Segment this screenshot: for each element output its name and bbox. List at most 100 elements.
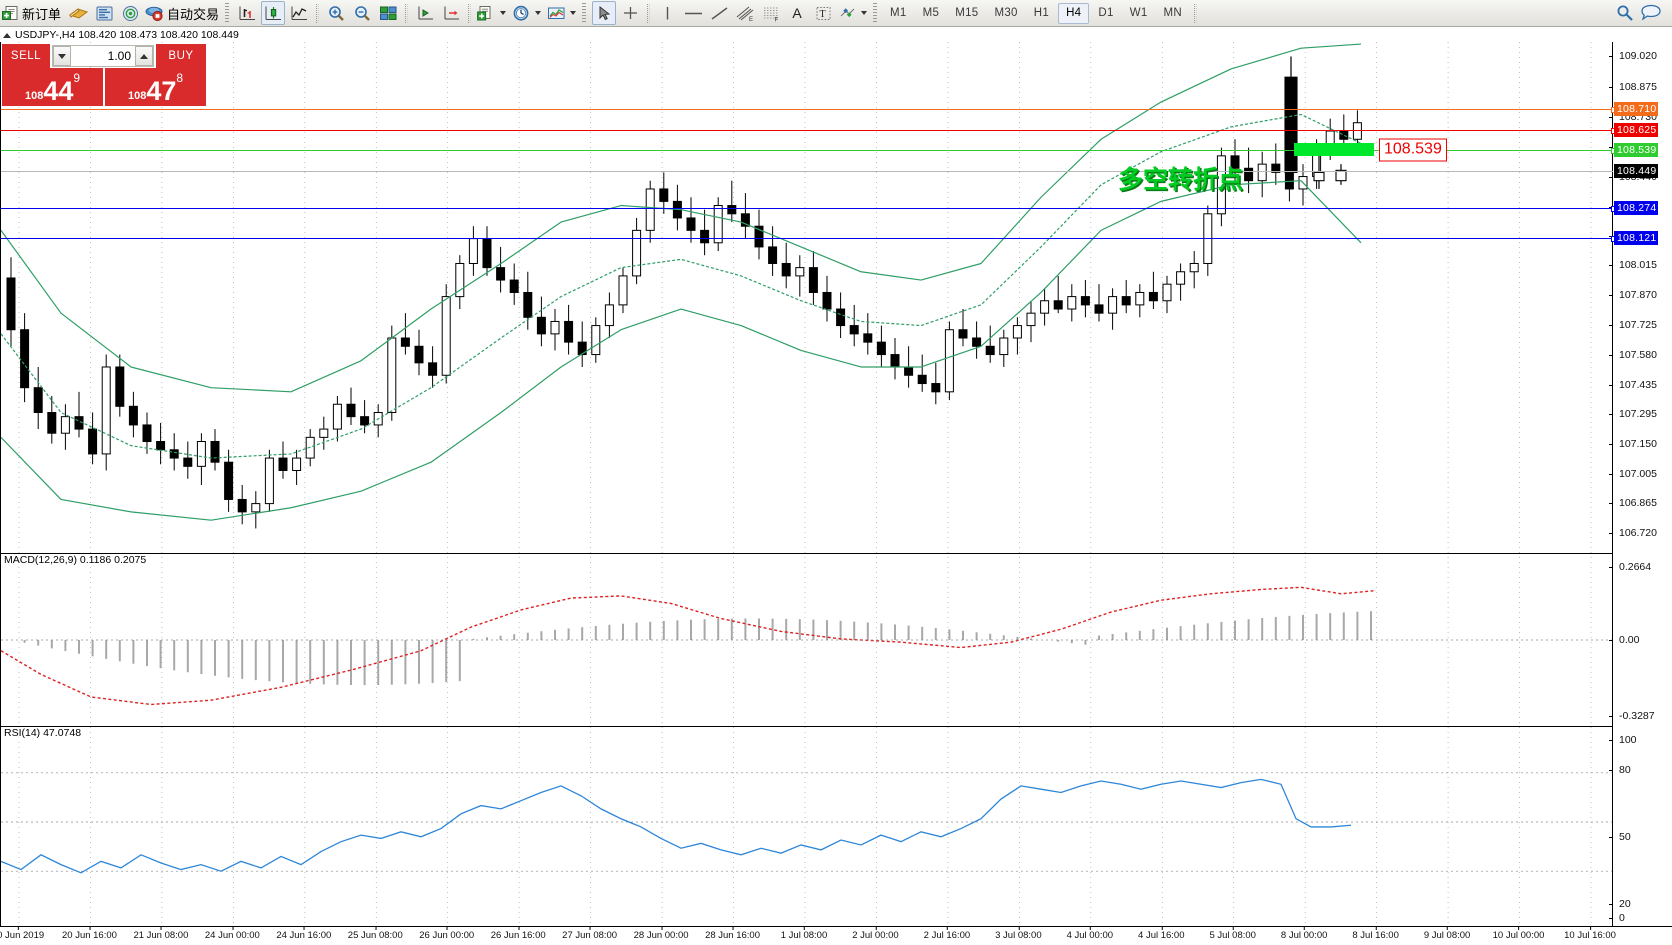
bar-chart-icon [239,6,255,20]
zoom-out-icon [354,5,370,21]
book-icon [68,7,88,19]
new-order-button[interactable]: 新订单 [1,1,64,25]
price-tick: 107.150 [1609,438,1657,450]
chart-canvas-area[interactable]: MACD(12,26,9) 0.1186 0.2075 RSI(14) 47.0… [0,42,1672,926]
timeframe-m15-button[interactable]: M15 [955,7,979,19]
crosshair-button[interactable] [618,1,642,25]
terminal-icon [96,6,113,20]
chat-button[interactable] [1640,1,1664,25]
chevron-down-icon[interactable] [861,11,868,15]
timeframe-mn-button[interactable]: MN [1163,7,1183,19]
tick-mark [1589,926,1591,930]
objects-button[interactable] [837,1,870,25]
time-tick: 20 Jun 2019 [0,926,44,941]
buy-button[interactable]: BUY [156,44,206,68]
resistance-line-108625[interactable] [1,128,1617,134]
text-label-button[interactable]: T [811,1,835,25]
resistance-line-label[interactable]: 108.625 [1614,123,1659,137]
time-tick: 10 Jul 00:00 [1493,926,1544,941]
current-price-label[interactable]: 108.449 [1614,164,1659,178]
one-click-trading-panel[interactable]: SELL 1.00 BUY 108 44 9 108 47 8 [2,44,206,106]
toolbar-grip[interactable] [225,3,230,23]
target-line-label[interactable]: 108.539 [1614,143,1659,157]
chart-shift-button[interactable] [413,1,437,25]
tick-mark [1304,926,1306,930]
indicators-button[interactable] [476,1,509,25]
tick-mark [1089,926,1091,930]
autotrade-button[interactable]: 自动交易 [144,1,222,25]
tick-mark [303,926,305,930]
help-search-button[interactable] [1614,1,1638,25]
symbol-ohlc-text: USDJPY-,H4 108.420 108.473 108.420 108.4… [15,29,239,41]
resistance-line-label[interactable]: 108.710 [1614,102,1659,116]
timeframe-m30-button[interactable]: M30 [994,7,1018,19]
tick-mark [875,926,877,930]
vertical-line-button[interactable] [655,1,679,25]
fibonacci-button[interactable]: F [759,1,783,25]
price-plot[interactable]: MACD(12,26,9) 0.1186 0.2075 RSI(14) 47.0… [0,42,1672,926]
toolbar-grip[interactable] [873,3,878,23]
equidistant-channel-button[interactable]: E [733,1,757,25]
candlestick-icon [265,6,281,20]
tick-mark [1232,926,1234,930]
volume-stepper[interactable]: 1.00 [52,45,154,67]
timeframe-d1-button[interactable]: D1 [1098,7,1114,19]
toolbar-separator [647,3,651,23]
chart-text-annotation[interactable]: 多空转折点 [1118,165,1244,194]
line-chart-button[interactable] [287,1,311,25]
templates-button[interactable] [546,1,579,25]
support-line-108274[interactable] [1,206,1617,212]
volume-decrease-button[interactable] [53,46,71,66]
timeframe-h1-button[interactable]: H1 [1033,7,1050,19]
tick-mark [589,926,591,930]
timeframe-h4-button[interactable]: H4 [1058,2,1090,24]
trade-panel-prices: 108 44 9 108 47 8 [2,68,206,106]
volume-increase-button[interactable] [135,46,153,66]
time-tick: 27 Jun 08:00 [562,926,617,941]
candlestick-chart-button[interactable] [261,1,286,25]
toolbar-separator [468,3,472,23]
support-line-label[interactable]: 108.274 [1614,201,1659,215]
chevron-down-icon[interactable] [570,11,577,15]
volume-value[interactable]: 1.00 [107,49,131,63]
tick-mark [375,926,377,930]
horizontal-line-button[interactable] [681,1,705,25]
support-line-108121[interactable] [1,236,1617,242]
cursor-button[interactable] [592,1,617,25]
chevron-down-icon[interactable] [500,11,507,15]
autoscroll-button[interactable] [439,1,463,25]
resistance-line-108710[interactable] [1,107,1617,113]
time-tick: 10 Jul 16:00 [1564,926,1616,941]
chevron-down-icon[interactable] [535,11,542,15]
macd-tick: 0.2664 [1608,561,1651,573]
timeframe-w1-button[interactable]: W1 [1129,7,1148,19]
navigator-button[interactable] [118,1,142,25]
toolbar-separator [316,3,320,23]
market-watch-button[interactable] [66,1,90,25]
price-axis[interactable]: 109.020108.875108.730108.585108.440108.2… [1608,42,1672,926]
trendline-button[interactable] [707,1,731,25]
tile-windows-button[interactable] [376,1,400,25]
period-button[interactable] [511,1,544,25]
price-callout-box[interactable]: 108.539 [1379,138,1447,162]
sell-price[interactable]: 108 44 9 [2,68,103,106]
textlabel-icon: T [816,6,831,20]
collapse-triangle-icon[interactable] [3,32,11,38]
buy-price[interactable]: 108 47 8 [105,68,206,106]
toolbar-grip[interactable] [582,3,587,23]
zoom-out-button[interactable] [350,1,374,25]
zoom-in-button[interactable] [324,1,348,25]
text-button[interactable]: A [785,1,809,25]
autotrade-icon [145,6,163,21]
rsi-tick: 50 [1609,831,1631,843]
timeframe-m1-button[interactable]: M1 [890,7,907,19]
sell-button[interactable]: SELL [2,44,50,68]
time-axis[interactable]: 20 Jun 2019 20 Jun 16:00 21 Jun 08:00 24 Ju… [0,926,1672,945]
terminal-button[interactable] [92,1,116,25]
tick-mark [1447,926,1449,930]
timeframe-m5-button[interactable]: M5 [922,7,940,19]
bar-chart-button[interactable] [235,1,259,25]
price-tick: 107.870 [1609,289,1657,301]
price-tick: 107.580 [1609,349,1657,361]
support-line-label[interactable]: 108.121 [1614,231,1659,245]
